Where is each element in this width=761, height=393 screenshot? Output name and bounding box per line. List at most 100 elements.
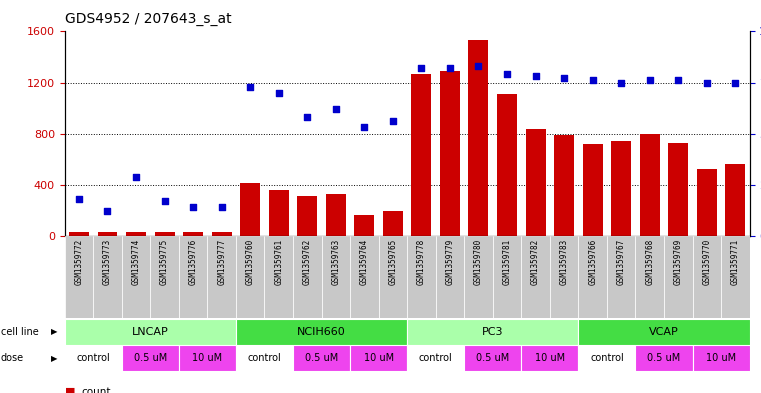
- Text: GSM1359768: GSM1359768: [645, 238, 654, 285]
- Bar: [640, 134, 660, 236]
- Bar: [236, 236, 265, 318]
- Bar: [725, 164, 745, 236]
- Bar: [469, 40, 489, 236]
- Text: GSM1359761: GSM1359761: [274, 238, 283, 285]
- Bar: [607, 236, 635, 318]
- Bar: [212, 232, 231, 236]
- Bar: [697, 169, 717, 236]
- Bar: [578, 236, 607, 318]
- Bar: [65, 345, 122, 371]
- Point: [73, 196, 85, 202]
- Text: GSM1359772: GSM1359772: [75, 238, 84, 285]
- Point: [272, 90, 285, 96]
- Bar: [179, 236, 207, 318]
- Bar: [65, 236, 93, 318]
- Bar: [693, 236, 721, 318]
- Bar: [578, 345, 635, 371]
- Bar: [693, 345, 750, 371]
- Text: GSM1359764: GSM1359764: [360, 238, 369, 285]
- Bar: [435, 236, 464, 318]
- Bar: [407, 236, 436, 318]
- Bar: [179, 345, 236, 371]
- Text: GSM1359766: GSM1359766: [588, 238, 597, 285]
- Text: ▶: ▶: [51, 354, 58, 363]
- Point: [587, 77, 599, 84]
- Text: ▶: ▶: [51, 327, 58, 336]
- Text: GSM1359769: GSM1359769: [673, 238, 683, 285]
- Text: GSM1359777: GSM1359777: [217, 238, 226, 285]
- Point: [501, 71, 513, 77]
- Bar: [240, 184, 260, 236]
- Bar: [298, 196, 317, 236]
- Bar: [383, 211, 403, 236]
- Text: cell line: cell line: [1, 327, 39, 337]
- Bar: [440, 71, 460, 236]
- Bar: [293, 345, 350, 371]
- Bar: [549, 236, 578, 318]
- Point: [330, 106, 342, 112]
- Bar: [207, 236, 236, 318]
- Text: control: control: [76, 353, 110, 363]
- Bar: [379, 236, 407, 318]
- Point: [101, 208, 113, 215]
- Point: [558, 75, 570, 82]
- Text: GSM1359780: GSM1359780: [474, 238, 483, 285]
- Bar: [635, 345, 693, 371]
- Point: [530, 73, 542, 79]
- Bar: [93, 236, 122, 318]
- Text: GSM1359782: GSM1359782: [531, 238, 540, 285]
- Point: [244, 83, 256, 90]
- Bar: [97, 232, 117, 236]
- Bar: [464, 345, 521, 371]
- Point: [187, 204, 199, 210]
- Text: GSM1359781: GSM1359781: [502, 238, 511, 285]
- Bar: [497, 94, 517, 236]
- Bar: [154, 232, 174, 236]
- Bar: [407, 345, 464, 371]
- Text: 10 uM: 10 uM: [535, 353, 565, 363]
- Bar: [407, 319, 578, 345]
- Point: [615, 79, 627, 86]
- Point: [158, 198, 170, 204]
- Text: GSM1359779: GSM1359779: [445, 238, 454, 285]
- Bar: [122, 345, 179, 371]
- Text: GSM1359776: GSM1359776: [189, 238, 198, 285]
- Text: NCIH660: NCIH660: [297, 327, 346, 337]
- Bar: [611, 141, 631, 236]
- Text: control: control: [247, 353, 282, 363]
- Text: control: control: [419, 353, 453, 363]
- Bar: [526, 129, 546, 236]
- Bar: [151, 236, 179, 318]
- Text: GSM1359767: GSM1359767: [616, 238, 626, 285]
- Point: [473, 63, 485, 69]
- Bar: [521, 236, 549, 318]
- Point: [672, 77, 684, 84]
- Text: 10 uM: 10 uM: [193, 353, 222, 363]
- Text: GSM1359775: GSM1359775: [160, 238, 169, 285]
- Text: GSM1359760: GSM1359760: [246, 238, 255, 285]
- Bar: [65, 319, 236, 345]
- Text: 10 uM: 10 uM: [364, 353, 393, 363]
- Text: count: count: [81, 387, 111, 393]
- Bar: [578, 319, 750, 345]
- Bar: [521, 345, 578, 371]
- Text: GSM1359762: GSM1359762: [303, 238, 312, 285]
- Bar: [583, 144, 603, 236]
- Point: [444, 65, 456, 72]
- Bar: [322, 236, 350, 318]
- Bar: [293, 236, 322, 318]
- Bar: [721, 236, 750, 318]
- Text: 0.5 uM: 0.5 uM: [648, 353, 680, 363]
- Point: [358, 124, 371, 130]
- Point: [644, 77, 656, 84]
- Bar: [554, 135, 574, 236]
- Bar: [412, 73, 431, 236]
- Point: [729, 79, 741, 86]
- Bar: [269, 191, 288, 236]
- Text: GSM1359770: GSM1359770: [702, 238, 712, 285]
- Text: dose: dose: [1, 353, 24, 363]
- Point: [387, 118, 399, 125]
- Text: VCAP: VCAP: [649, 327, 679, 337]
- Text: 10 uM: 10 uM: [706, 353, 736, 363]
- Text: GSM1359763: GSM1359763: [331, 238, 340, 285]
